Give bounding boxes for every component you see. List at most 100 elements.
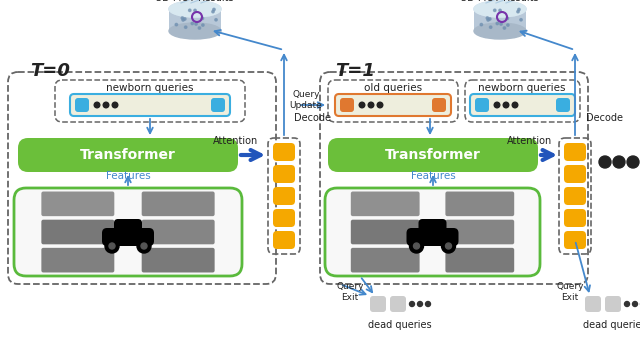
- FancyBboxPatch shape: [141, 248, 214, 272]
- Circle shape: [625, 302, 630, 306]
- FancyBboxPatch shape: [370, 296, 386, 312]
- Circle shape: [202, 24, 204, 26]
- Circle shape: [426, 302, 431, 306]
- Circle shape: [517, 10, 519, 13]
- FancyBboxPatch shape: [42, 248, 115, 272]
- Circle shape: [377, 102, 383, 108]
- Circle shape: [103, 102, 109, 108]
- FancyBboxPatch shape: [141, 220, 214, 244]
- FancyBboxPatch shape: [564, 143, 586, 161]
- FancyBboxPatch shape: [114, 219, 142, 232]
- FancyBboxPatch shape: [325, 188, 540, 276]
- Circle shape: [506, 17, 509, 19]
- Text: Transformer: Transformer: [80, 148, 176, 162]
- Circle shape: [212, 8, 215, 11]
- Circle shape: [488, 18, 491, 20]
- Circle shape: [201, 17, 204, 19]
- FancyBboxPatch shape: [564, 187, 586, 205]
- FancyBboxPatch shape: [475, 98, 489, 112]
- Text: dead queries: dead queries: [583, 320, 640, 330]
- Circle shape: [191, 22, 193, 25]
- Circle shape: [181, 17, 184, 19]
- Circle shape: [94, 102, 100, 108]
- Circle shape: [189, 9, 191, 11]
- FancyBboxPatch shape: [340, 98, 354, 112]
- FancyBboxPatch shape: [70, 94, 230, 116]
- FancyBboxPatch shape: [406, 228, 458, 246]
- Circle shape: [503, 102, 509, 108]
- Circle shape: [487, 19, 490, 21]
- Ellipse shape: [169, 23, 221, 39]
- Circle shape: [141, 243, 147, 249]
- Text: dead queries: dead queries: [368, 320, 432, 330]
- FancyBboxPatch shape: [445, 248, 514, 272]
- Circle shape: [493, 9, 496, 11]
- Circle shape: [499, 9, 501, 12]
- FancyBboxPatch shape: [585, 296, 601, 312]
- Circle shape: [494, 102, 500, 108]
- Circle shape: [182, 19, 184, 21]
- Circle shape: [175, 23, 177, 26]
- Text: 3D MOT Results: 3D MOT Results: [156, 0, 234, 3]
- FancyBboxPatch shape: [419, 219, 447, 232]
- FancyBboxPatch shape: [564, 209, 586, 227]
- Circle shape: [512, 102, 518, 108]
- Text: newborn queries: newborn queries: [106, 83, 194, 93]
- Ellipse shape: [474, 23, 526, 39]
- Circle shape: [480, 23, 483, 26]
- Circle shape: [212, 10, 214, 13]
- Text: Features: Features: [411, 171, 456, 181]
- FancyBboxPatch shape: [351, 192, 420, 216]
- FancyBboxPatch shape: [18, 138, 238, 172]
- FancyBboxPatch shape: [351, 248, 420, 272]
- Circle shape: [518, 8, 520, 11]
- Circle shape: [105, 239, 119, 253]
- FancyBboxPatch shape: [474, 9, 526, 31]
- FancyBboxPatch shape: [273, 143, 295, 161]
- Circle shape: [496, 22, 499, 25]
- FancyBboxPatch shape: [335, 94, 451, 116]
- Text: Attention: Attention: [212, 136, 258, 146]
- FancyBboxPatch shape: [141, 192, 214, 216]
- FancyBboxPatch shape: [445, 192, 514, 216]
- Circle shape: [359, 102, 365, 108]
- Circle shape: [410, 302, 415, 306]
- Text: Decode: Decode: [586, 113, 623, 123]
- FancyBboxPatch shape: [328, 138, 538, 172]
- Text: Features: Features: [106, 171, 150, 181]
- Circle shape: [500, 23, 502, 25]
- FancyBboxPatch shape: [42, 220, 115, 244]
- FancyBboxPatch shape: [564, 231, 586, 249]
- FancyBboxPatch shape: [102, 228, 154, 246]
- FancyBboxPatch shape: [169, 9, 221, 31]
- FancyBboxPatch shape: [273, 231, 295, 249]
- Circle shape: [195, 23, 197, 25]
- Circle shape: [137, 239, 151, 253]
- FancyBboxPatch shape: [432, 98, 446, 112]
- FancyBboxPatch shape: [42, 192, 115, 216]
- FancyBboxPatch shape: [273, 187, 295, 205]
- Circle shape: [368, 102, 374, 108]
- Circle shape: [410, 239, 424, 253]
- FancyBboxPatch shape: [556, 98, 570, 112]
- FancyBboxPatch shape: [273, 165, 295, 183]
- Circle shape: [442, 239, 456, 253]
- Circle shape: [490, 26, 492, 28]
- Circle shape: [507, 24, 509, 26]
- Text: Attention: Attention: [507, 136, 552, 146]
- Text: Query
Exit: Query Exit: [336, 282, 364, 302]
- FancyBboxPatch shape: [211, 98, 225, 112]
- Circle shape: [198, 27, 200, 29]
- Circle shape: [112, 102, 118, 108]
- Circle shape: [613, 156, 625, 168]
- Circle shape: [417, 302, 422, 306]
- Text: old queries: old queries: [364, 83, 422, 93]
- Circle shape: [503, 27, 506, 29]
- Text: Query
Update: Query Update: [290, 90, 323, 110]
- FancyBboxPatch shape: [14, 188, 242, 276]
- Circle shape: [599, 156, 611, 168]
- FancyBboxPatch shape: [351, 220, 420, 244]
- Circle shape: [194, 9, 196, 12]
- FancyBboxPatch shape: [605, 296, 621, 312]
- Circle shape: [184, 18, 186, 20]
